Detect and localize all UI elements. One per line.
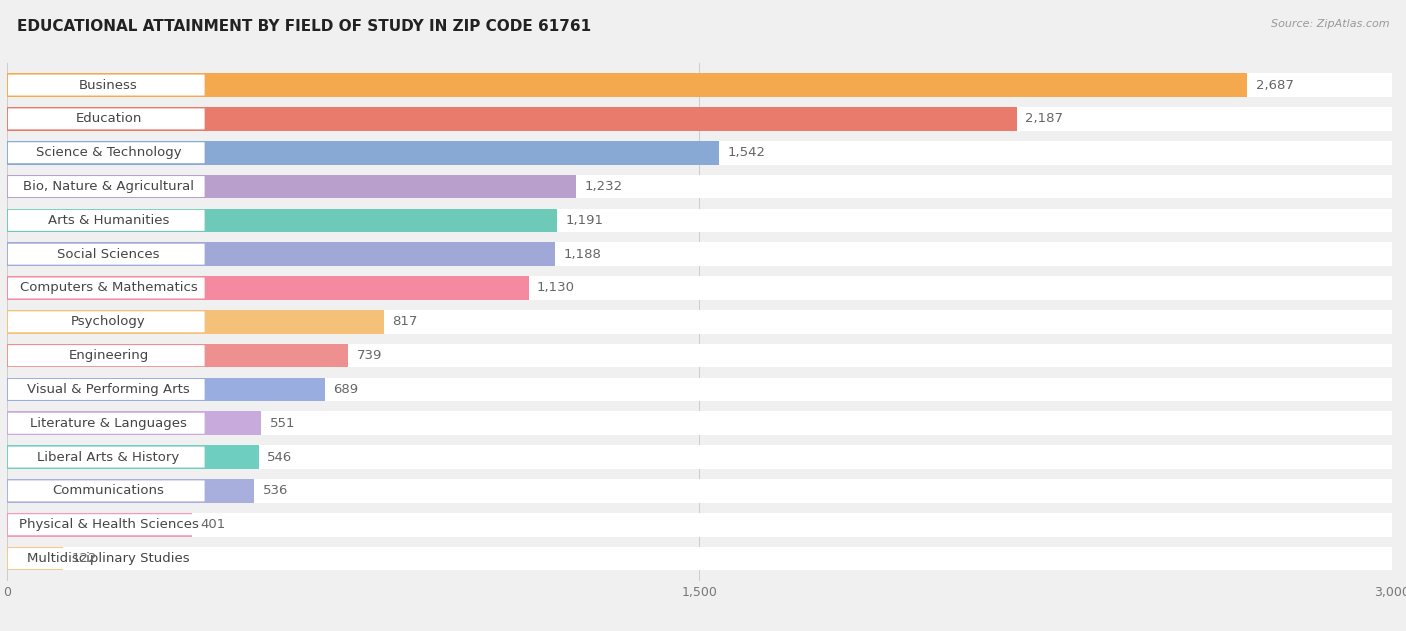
Text: 1,130: 1,130 [537,281,575,295]
Bar [7,208,557,232]
FancyBboxPatch shape [8,413,205,433]
Text: Multidisciplinary Studies: Multidisciplinary Studies [27,552,190,565]
Bar [7,344,1392,367]
Text: Engineering: Engineering [69,349,149,362]
Text: Communications: Communications [52,485,165,497]
Bar [7,546,63,570]
Text: Social Sciences: Social Sciences [58,248,160,261]
FancyBboxPatch shape [8,244,205,264]
FancyBboxPatch shape [8,176,205,197]
Bar [7,107,1392,131]
Text: 1,542: 1,542 [727,146,765,159]
Bar [7,479,254,503]
Bar [7,546,1392,570]
Bar [7,242,555,266]
Bar [7,175,576,198]
Bar [7,377,1392,401]
Bar [7,513,1392,536]
Text: 536: 536 [263,485,288,497]
Bar [7,310,384,334]
Text: 2,187: 2,187 [1025,112,1063,126]
Text: 2,687: 2,687 [1256,79,1294,91]
Text: Bio, Nature & Agricultural: Bio, Nature & Agricultural [22,180,194,193]
Text: 551: 551 [270,416,295,430]
Bar [7,208,1392,232]
FancyBboxPatch shape [8,345,205,366]
Text: 546: 546 [267,451,292,464]
Text: Source: ZipAtlas.com: Source: ZipAtlas.com [1271,19,1389,29]
FancyBboxPatch shape [8,311,205,333]
Text: 689: 689 [333,383,359,396]
FancyBboxPatch shape [8,379,205,400]
Bar [7,513,193,536]
FancyBboxPatch shape [8,514,205,535]
Bar [7,141,718,165]
Text: Liberal Arts & History: Liberal Arts & History [38,451,180,464]
Bar [7,377,325,401]
Text: Psychology: Psychology [72,316,146,328]
Bar [7,73,1392,97]
Text: 122: 122 [72,552,97,565]
FancyBboxPatch shape [8,447,205,468]
Text: Education: Education [76,112,142,126]
FancyBboxPatch shape [8,278,205,298]
Text: 1,191: 1,191 [565,214,603,227]
Bar [7,175,1392,198]
FancyBboxPatch shape [8,480,205,502]
Bar [7,276,1392,300]
Bar [7,344,349,367]
Bar [7,411,1392,435]
Text: 1,232: 1,232 [583,180,623,193]
FancyBboxPatch shape [8,109,205,129]
Bar [7,411,262,435]
Bar [7,141,1392,165]
Text: Business: Business [79,79,138,91]
Text: 1,188: 1,188 [564,248,602,261]
FancyBboxPatch shape [8,74,205,95]
Bar [7,107,1017,131]
Text: Science & Technology: Science & Technology [35,146,181,159]
Bar [7,445,259,469]
Bar [7,310,1392,334]
FancyBboxPatch shape [8,142,205,163]
Bar [7,479,1392,503]
Text: EDUCATIONAL ATTAINMENT BY FIELD OF STUDY IN ZIP CODE 61761: EDUCATIONAL ATTAINMENT BY FIELD OF STUDY… [17,19,591,34]
Text: 401: 401 [201,518,226,531]
Text: Literature & Languages: Literature & Languages [30,416,187,430]
Text: Arts & Humanities: Arts & Humanities [48,214,169,227]
Bar [7,276,529,300]
Text: Computers & Mathematics: Computers & Mathematics [20,281,197,295]
FancyBboxPatch shape [8,548,205,569]
Text: 817: 817 [392,316,418,328]
Text: Physical & Health Sciences: Physical & Health Sciences [18,518,198,531]
Text: Visual & Performing Arts: Visual & Performing Arts [27,383,190,396]
FancyBboxPatch shape [8,210,205,231]
Text: 739: 739 [357,349,382,362]
Bar [7,73,1247,97]
Bar [7,445,1392,469]
Bar [7,242,1392,266]
